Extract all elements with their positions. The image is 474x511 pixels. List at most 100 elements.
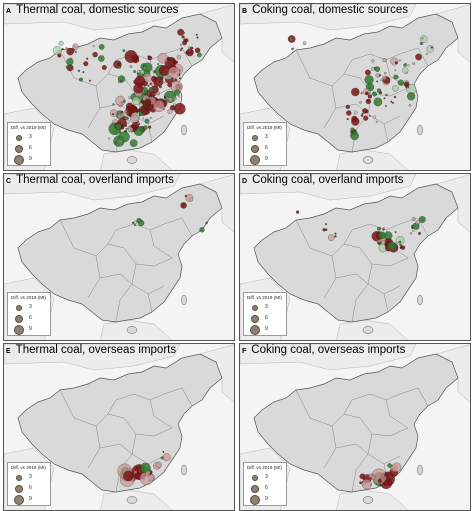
decrease-marker bbox=[351, 87, 360, 97]
coal-flow-markers bbox=[359, 462, 402, 490]
increase-marker bbox=[378, 231, 386, 240]
china-map bbox=[240, 174, 470, 340]
map-panel-thermal-overland: C Thermal coal, overland imports Diff. v… bbox=[3, 173, 235, 341]
decrease-marker bbox=[169, 105, 176, 111]
increase-marker bbox=[114, 123, 122, 131]
decrease-marker bbox=[398, 59, 401, 62]
decrease-marker bbox=[394, 61, 398, 65]
increase-marker bbox=[120, 79, 123, 83]
decrease-marker bbox=[82, 71, 85, 74]
map-panel-thermal-domestic: A Thermal coal, domestic sources Diff. v… bbox=[3, 3, 235, 171]
legend-size-icon bbox=[250, 155, 260, 165]
increase-marker bbox=[98, 55, 105, 62]
increase-marker bbox=[122, 49, 126, 52]
increase-marker bbox=[148, 98, 151, 101]
decrease-marker bbox=[176, 54, 181, 60]
decrease-marker bbox=[137, 108, 142, 113]
neighbour-country bbox=[4, 174, 181, 201]
decrease-marker bbox=[177, 28, 185, 36]
coal-flow-markers bbox=[287, 35, 434, 141]
decrease-marker bbox=[153, 76, 164, 87]
china-landmass bbox=[253, 353, 459, 493]
decrease-marker bbox=[66, 47, 74, 56]
province-border bbox=[343, 223, 401, 245]
panel-letter: C bbox=[6, 178, 12, 185]
increase-marker bbox=[380, 78, 383, 82]
panel-header: D Coking coal, overland imports bbox=[242, 174, 404, 186]
decrease-marker bbox=[181, 47, 183, 50]
legend-size-icon bbox=[14, 155, 24, 165]
neighbour-country bbox=[240, 4, 417, 31]
decrease-marker bbox=[345, 104, 350, 109]
decrease-marker bbox=[148, 125, 152, 129]
decrease-marker bbox=[410, 97, 413, 100]
decrease-marker bbox=[129, 65, 133, 68]
legend-size-icon bbox=[14, 495, 24, 505]
province-border bbox=[335, 273, 369, 285]
panel-letter: D bbox=[242, 178, 248, 185]
decrease-marker bbox=[376, 80, 379, 83]
neighbour-country bbox=[240, 344, 417, 371]
increase-marker bbox=[360, 92, 363, 95]
decrease-marker bbox=[128, 96, 132, 100]
increase-marker bbox=[142, 62, 153, 73]
decrease-marker bbox=[147, 55, 153, 61]
legend-entry-label: 3 bbox=[29, 474, 32, 480]
decrease-marker bbox=[131, 121, 139, 130]
legend-title: Diff. vs 2019 (Mt) bbox=[11, 295, 46, 300]
legend-entry: 3 bbox=[244, 132, 286, 142]
decrease-marker bbox=[101, 65, 107, 70]
province-border bbox=[115, 283, 133, 323]
increase-marker bbox=[420, 35, 428, 43]
increase-marker bbox=[292, 47, 295, 50]
size-legend: Diff. vs 2019 (Mt) 3 6 9 bbox=[7, 122, 51, 166]
decrease-marker bbox=[400, 245, 406, 250]
size-legend: Diff. vs 2019 (Mt) 3 6 9 bbox=[243, 292, 287, 336]
decrease-marker bbox=[112, 113, 115, 116]
legend-entry: 6 bbox=[8, 483, 50, 493]
decrease-marker bbox=[380, 482, 383, 485]
increase-marker bbox=[350, 127, 355, 132]
province-border bbox=[163, 217, 193, 237]
increase-marker bbox=[65, 65, 70, 69]
panel-letter: E bbox=[6, 348, 11, 355]
increase-marker bbox=[393, 74, 399, 80]
panel-header: B Coking coal, domestic sources bbox=[242, 4, 408, 16]
panel-letter: B bbox=[242, 8, 248, 15]
legend-title: Diff. vs 2019 (Mt) bbox=[11, 125, 46, 130]
neighbour-country bbox=[4, 344, 181, 371]
decrease-marker bbox=[327, 234, 335, 241]
decrease-marker bbox=[123, 470, 134, 482]
decrease-marker bbox=[155, 461, 162, 468]
legend-entry-label: 6 bbox=[29, 315, 32, 321]
legend-entry: 3 bbox=[244, 472, 286, 482]
decrease-marker bbox=[134, 75, 146, 87]
decrease-marker bbox=[143, 66, 147, 70]
decrease-marker bbox=[186, 48, 194, 57]
decrease-marker bbox=[378, 74, 382, 77]
decrease-marker bbox=[371, 59, 375, 63]
increase-marker bbox=[52, 45, 62, 55]
china-landmass bbox=[253, 13, 459, 153]
legend-entry-label: 9 bbox=[29, 326, 32, 332]
decrease-marker bbox=[377, 479, 382, 483]
increase-marker bbox=[368, 114, 371, 117]
legend-size-icon bbox=[250, 495, 260, 505]
decrease-marker bbox=[178, 77, 181, 80]
province-border bbox=[343, 53, 401, 75]
increase-marker bbox=[353, 110, 358, 115]
decrease-marker bbox=[368, 93, 371, 96]
legend-size-icon bbox=[16, 475, 22, 481]
legend-entry: 9 bbox=[8, 494, 50, 505]
decrease-marker bbox=[325, 228, 328, 231]
decrease-marker bbox=[89, 79, 91, 82]
legend-entry: 6 bbox=[244, 143, 286, 153]
increase-marker bbox=[142, 117, 145, 120]
decrease-marker bbox=[92, 51, 98, 58]
decrease-marker bbox=[162, 453, 171, 462]
legend-size-icon bbox=[16, 305, 22, 311]
legend-size-icon bbox=[14, 325, 24, 335]
decrease-marker bbox=[164, 96, 167, 99]
taiwan-island bbox=[417, 124, 423, 136]
decrease-marker bbox=[120, 101, 123, 104]
